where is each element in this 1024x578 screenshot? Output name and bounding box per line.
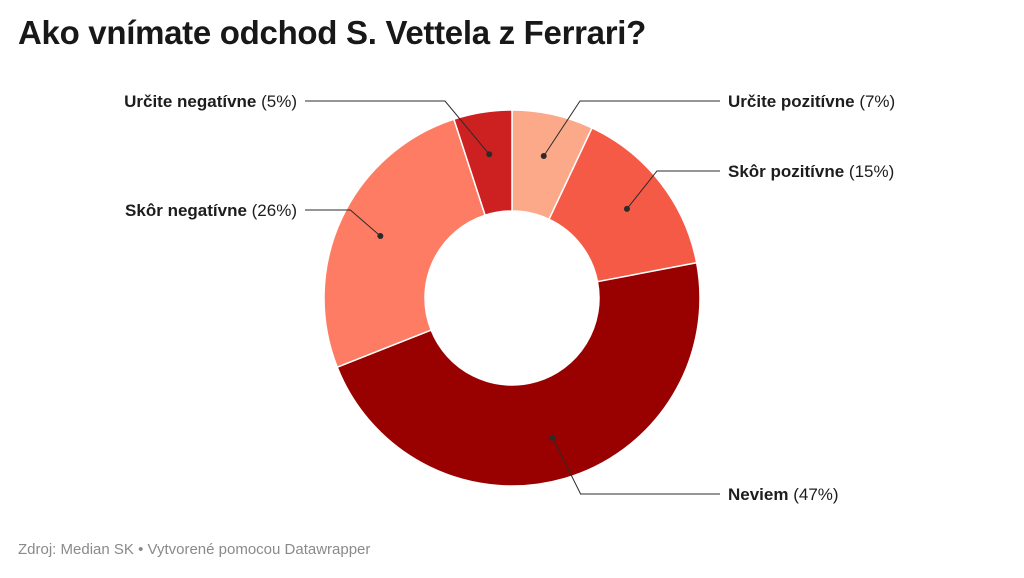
slice-urcite-negativne (452, 109, 513, 217)
footer: Zdroj: Median SK • Vytvorené pomocou Dat… (18, 541, 370, 558)
label-value: (7%) (855, 92, 896, 111)
footer-source: Zdroj: Median SK (18, 541, 134, 558)
label-urcite-negativne: Určite negatívne (5%) (124, 92, 297, 111)
footer-credit: Vytvorené pomocou Datawrapper (147, 541, 371, 558)
leader-line-neviem (552, 437, 720, 495)
leader-lines-group (305, 100, 720, 495)
label-name: Určite pozitívne (728, 92, 855, 111)
label-value: (5%) (256, 92, 297, 111)
slices-group (323, 109, 701, 487)
label-value: (47%) (788, 485, 838, 504)
label-value: (26%) (247, 201, 297, 220)
leader-dot-skor-negativne (377, 233, 384, 240)
slice-skor-negativne (323, 118, 487, 369)
leader-line-skor-pozitivne (626, 170, 720, 210)
leader-dot-neviem (549, 434, 556, 441)
slice-skor-pozitivne (548, 126, 698, 283)
leader-line-skor-negativne (305, 209, 381, 237)
label-skor-negativne: Skôr negatívne (26%) (125, 201, 297, 220)
label-name: Určite negatívne (124, 92, 256, 111)
leader-dot-urcite-pozitivne (540, 153, 547, 160)
leader-dot-skor-pozitivne (623, 205, 630, 212)
leader-line-urcite-negativne (305, 100, 490, 155)
leader-dot-urcite-negativne (486, 151, 493, 158)
label-name: Skôr pozitívne (728, 162, 844, 181)
label-skor-pozitivne: Skôr pozitívne (15%) (728, 162, 894, 181)
label-neviem: Neviem (47%) (728, 485, 839, 504)
label-value: (15%) (844, 162, 894, 181)
chart-title: Ako vnímate odchod S. Vettela z Ferrari? (18, 14, 647, 51)
slice-neviem (336, 261, 701, 487)
labels-group: Určite pozitívne (7%) Skôr pozitívne (15%… (124, 92, 895, 504)
label-urcite-pozitivne: Určite pozitívne (7%) (728, 92, 895, 111)
leader-line-urcite-pozitivne (543, 100, 720, 157)
label-name: Neviem (728, 485, 788, 504)
footer-separator: • (138, 541, 144, 558)
label-name: Skôr negatívne (125, 201, 247, 220)
